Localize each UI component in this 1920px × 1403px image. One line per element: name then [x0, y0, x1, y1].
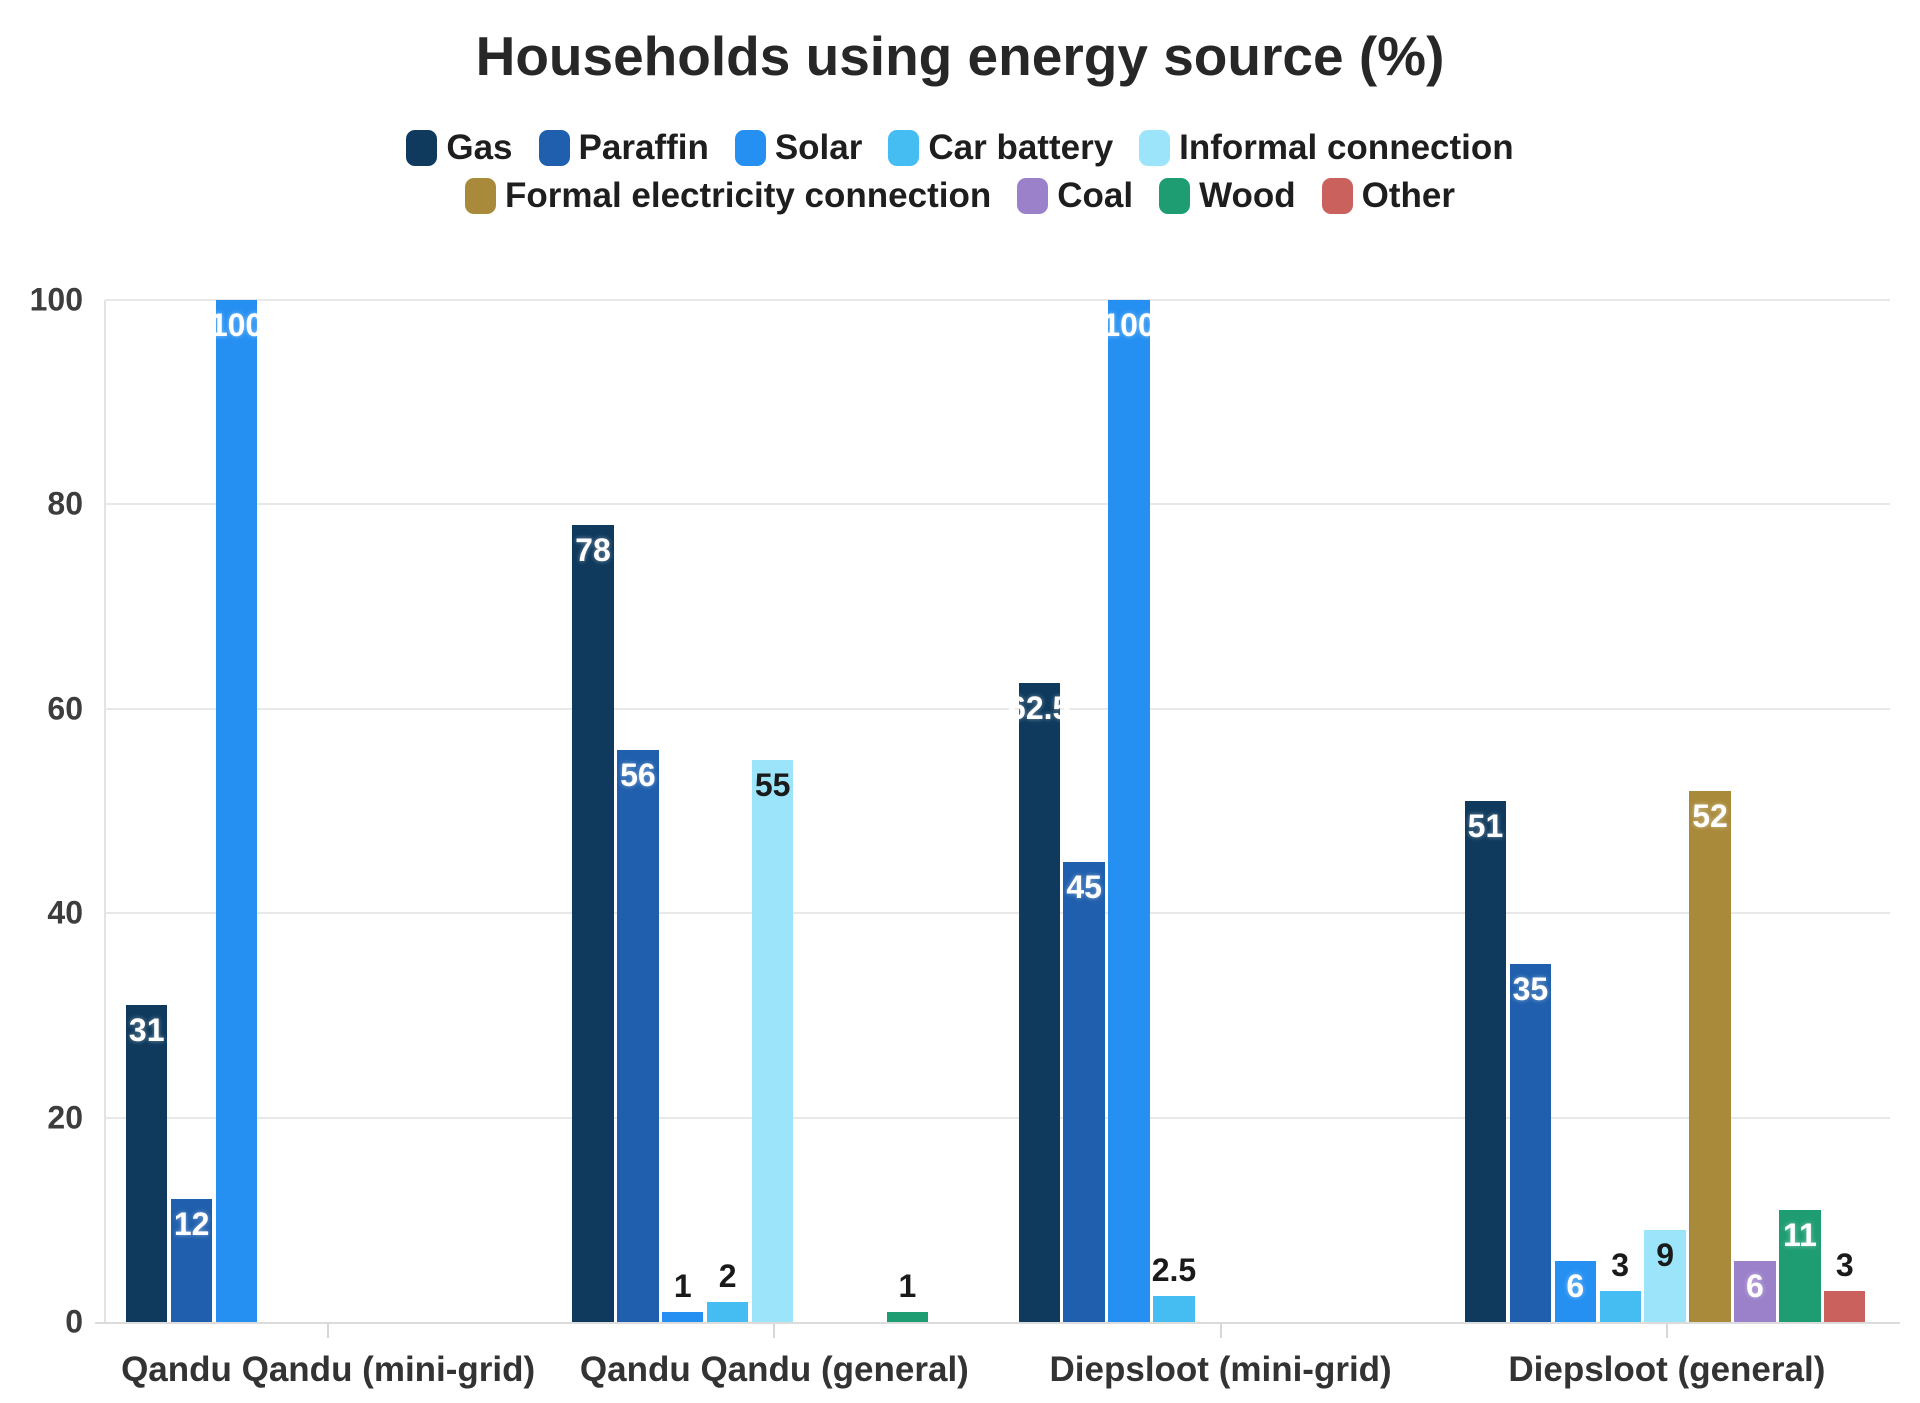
legend-label: Car battery: [928, 128, 1114, 167]
x-axis-tick: [1665, 1324, 1668, 1338]
bar: [1464, 800, 1507, 1322]
legend-item-coal[interactable]: Coal: [1017, 176, 1133, 216]
bar: [1108, 300, 1150, 1322]
bar: [170, 1199, 213, 1322]
legend-row-1: Gas Paraffin Solar Car battery Informal …: [406, 128, 1514, 168]
legend-swatch-wood: [1159, 178, 1191, 214]
legend-item-formal-electricity-connection[interactable]: Formal electricity connection: [464, 176, 992, 216]
legend-label: Informal connection: [1179, 128, 1514, 167]
bar: [886, 1311, 929, 1322]
legend-item-gas[interactable]: Gas: [406, 128, 513, 168]
gridline-y-60: [105, 707, 1890, 710]
legend-swatch-solar: [734, 130, 766, 166]
bar: [1509, 964, 1552, 1322]
legend-item-car-battery[interactable]: Car battery: [888, 128, 1113, 168]
y-axis-tick-label: 80: [47, 485, 83, 522]
legend-label: Formal electricity connection: [504, 176, 992, 215]
bar: [1554, 1260, 1596, 1322]
legend-item-wood[interactable]: Wood: [1159, 176, 1296, 216]
x-axis-label-4: Diepsloot (general): [1508, 1350, 1826, 1389]
chart-legend: Gas Paraffin Solar Car battery Informal …: [0, 128, 1920, 216]
x-axis-tick: [1219, 1324, 1222, 1338]
legend-swatch-other: [1321, 178, 1353, 214]
bar: [1599, 1291, 1641, 1322]
legend-swatch-gas: [406, 130, 438, 166]
legend-row-2: Formal electricity connection Coal Wood …: [464, 176, 1455, 216]
legend-label: Solar: [774, 128, 863, 167]
bar: [1689, 790, 1731, 1322]
legend-label: Paraffin: [578, 128, 709, 167]
bar: [1734, 1260, 1776, 1322]
bar: [707, 1301, 749, 1322]
x-axis-label-2: Qandu Qandu (general): [579, 1350, 969, 1389]
gridline-y-100: [105, 299, 1890, 301]
legend-label: Gas: [446, 128, 513, 167]
gridline-y-80: [105, 503, 1890, 506]
y-axis-line: [104, 300, 106, 1322]
y-axis-tick-label: 20: [47, 1099, 83, 1136]
bar: [1644, 1230, 1686, 1322]
legend-item-paraffin[interactable]: Paraffin: [538, 128, 709, 168]
bar: [751, 759, 794, 1322]
bar: [1153, 1296, 1195, 1322]
x-axis-line: [95, 1322, 1900, 1324]
legend-label: Wood: [1199, 176, 1296, 215]
x-axis-tick: [327, 1324, 330, 1338]
y-axis-tick-label: 0: [65, 1303, 83, 1340]
gridline-y-20: [105, 1116, 1890, 1119]
legend-item-other[interactable]: Other: [1321, 176, 1455, 216]
chart-title: Households using energy source (%): [475, 25, 1445, 87]
legend-swatch-informal-connection: [1139, 130, 1171, 166]
x-axis-label-3: Diepsloot (mini-grid): [1049, 1350, 1392, 1389]
y-axis-tick-label: 40: [47, 894, 83, 931]
legend-label: Coal: [1057, 176, 1134, 215]
legend-swatch-car-battery: [888, 130, 920, 166]
legend-label: Other: [1361, 176, 1455, 215]
x-axis-tick: [773, 1324, 776, 1338]
legend-item-informal-connection[interactable]: Informal connection: [1139, 128, 1514, 168]
bar: [215, 300, 258, 1322]
gridline-y-40: [105, 912, 1890, 915]
legend-swatch-formal-electricity-connection: [464, 178, 496, 214]
bar: [1824, 1291, 1866, 1322]
legend-item-solar[interactable]: Solar: [734, 128, 863, 168]
legend-swatch-paraffin: [538, 130, 570, 166]
bar: [662, 1311, 704, 1322]
bar: [617, 749, 659, 1322]
bar-value-label: 1: [898, 1267, 917, 1304]
y-axis-tick-label: 60: [47, 690, 83, 727]
bar: [126, 1005, 168, 1322]
legend-swatch-coal: [1017, 178, 1049, 214]
x-axis-label-1: Qandu Qandu (mini-grid): [121, 1350, 536, 1389]
plot-area: 0 20 40 60 80 100 Qandu Qandu (mini-grid) 31 12 1…: [30, 282, 1900, 1389]
bar: [1018, 683, 1060, 1322]
bar: [1063, 862, 1105, 1322]
bar: [1779, 1209, 1821, 1322]
bar: [572, 524, 614, 1322]
y-axis-tick-label: 100: [29, 281, 83, 318]
